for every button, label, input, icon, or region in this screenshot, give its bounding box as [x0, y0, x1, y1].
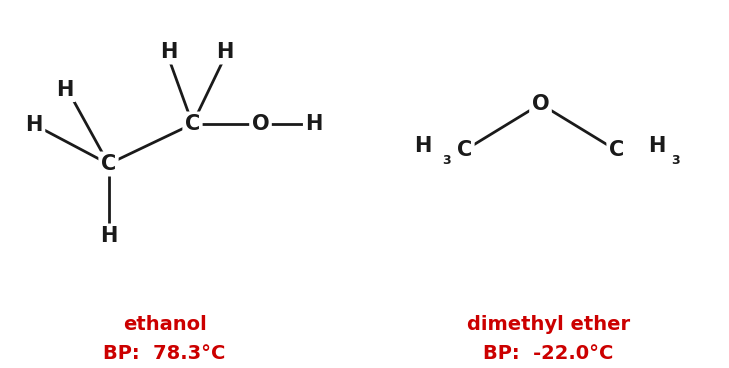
Text: 3: 3 [671, 154, 680, 167]
Text: C: C [457, 141, 472, 160]
Text: O: O [252, 114, 269, 134]
Text: H: H [26, 115, 43, 135]
Text: H: H [100, 226, 117, 246]
Text: C: C [185, 114, 200, 134]
Text: ethanol: ethanol [122, 315, 206, 333]
Text: BP:  -22.0°C: BP: -22.0°C [483, 344, 614, 363]
Text: C: C [609, 141, 624, 160]
Text: dimethyl ether: dimethyl ether [467, 315, 630, 333]
Text: H: H [57, 79, 74, 100]
Text: O: O [531, 94, 550, 114]
Text: C: C [101, 154, 116, 174]
Text: H: H [414, 137, 432, 156]
Text: H: H [160, 42, 177, 62]
Text: H: H [648, 137, 665, 156]
Text: H: H [305, 114, 323, 134]
Text: 3: 3 [443, 154, 451, 167]
Text: H: H [216, 42, 233, 62]
Text: BP:  78.3°C: BP: 78.3°C [104, 344, 226, 363]
